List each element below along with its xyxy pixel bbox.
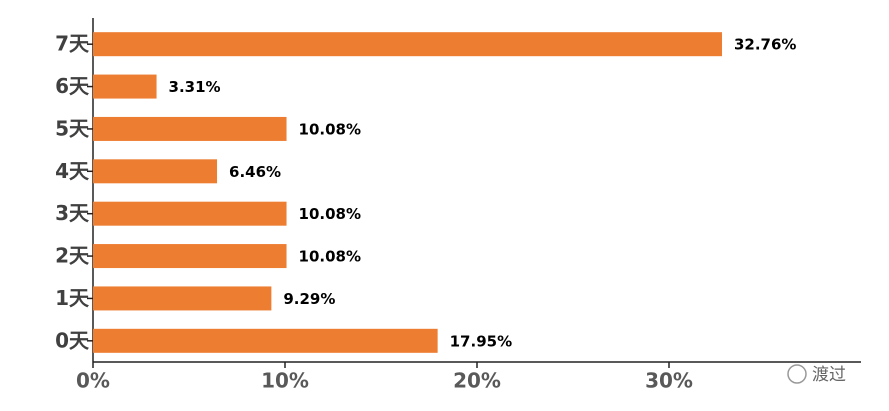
bar <box>93 159 218 184</box>
value-label: 3.31% <box>169 78 221 96</box>
y-tick-label: 0天 <box>55 328 90 352</box>
value-label: 17.95% <box>450 332 512 350</box>
bar <box>93 286 272 311</box>
value-label: 6.46% <box>229 163 281 181</box>
x-tick-label: 10% <box>261 369 309 393</box>
x-tick-label: 0% <box>76 369 110 393</box>
value-label: 32.76% <box>734 36 796 54</box>
x-tick-label: 30% <box>645 369 693 393</box>
y-tick-label: 3天 <box>55 201 90 225</box>
watermark-icon <box>787 364 807 384</box>
y-tick-label: 6天 <box>55 74 90 98</box>
bar <box>93 244 287 269</box>
y-tick-label: 5天 <box>55 116 90 140</box>
value-label: 10.08% <box>299 205 361 223</box>
y-tick-label: 1天 <box>55 286 90 310</box>
bar <box>93 328 438 353</box>
y-tick-label: 2天 <box>55 244 90 268</box>
value-label: 10.08% <box>299 120 361 138</box>
bar <box>93 201 287 226</box>
bar <box>93 116 287 141</box>
watermark: 渡过 <box>812 365 846 385</box>
x-tick-label: 20% <box>453 369 501 393</box>
value-label: 10.08% <box>299 248 361 266</box>
y-tick-label: 7天 <box>55 32 90 56</box>
bar <box>93 74 157 99</box>
y-tick-label: 4天 <box>55 159 90 183</box>
value-label: 9.29% <box>283 290 335 308</box>
bar <box>93 32 722 57</box>
